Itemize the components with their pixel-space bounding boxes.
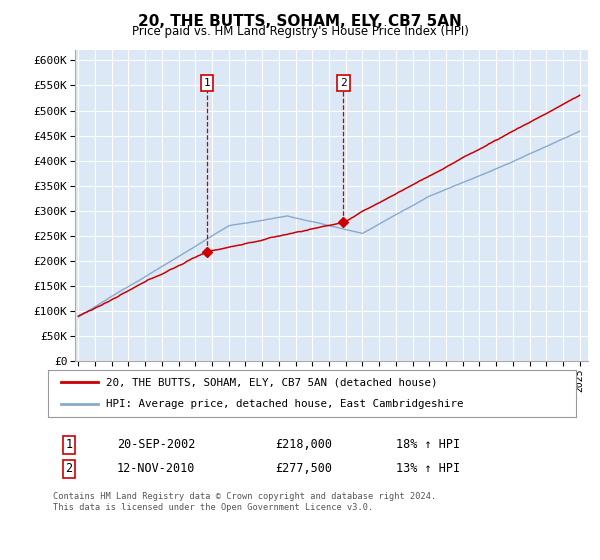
Text: 12-NOV-2010: 12-NOV-2010 (116, 463, 195, 475)
Text: 2: 2 (340, 78, 347, 88)
Text: 13% ↑ HPI: 13% ↑ HPI (397, 463, 461, 475)
Text: Contains HM Land Registry data © Crown copyright and database right 2024.: Contains HM Land Registry data © Crown c… (53, 492, 437, 501)
Text: £218,000: £218,000 (275, 438, 332, 451)
Text: 20-SEP-2002: 20-SEP-2002 (116, 438, 195, 451)
Text: 1: 1 (204, 78, 211, 88)
Text: 20, THE BUTTS, SOHAM, ELY, CB7 5AN: 20, THE BUTTS, SOHAM, ELY, CB7 5AN (138, 14, 462, 29)
Text: 18% ↑ HPI: 18% ↑ HPI (397, 438, 461, 451)
Text: £277,500: £277,500 (275, 463, 332, 475)
Text: HPI: Average price, detached house, East Cambridgeshire: HPI: Average price, detached house, East… (106, 399, 464, 409)
Text: 20, THE BUTTS, SOHAM, ELY, CB7 5AN (detached house): 20, THE BUTTS, SOHAM, ELY, CB7 5AN (deta… (106, 377, 437, 388)
Text: 1: 1 (65, 438, 73, 451)
Text: This data is licensed under the Open Government Licence v3.0.: This data is licensed under the Open Gov… (53, 503, 374, 512)
Text: 2: 2 (65, 463, 73, 475)
Text: Price paid vs. HM Land Registry's House Price Index (HPI): Price paid vs. HM Land Registry's House … (131, 25, 469, 38)
